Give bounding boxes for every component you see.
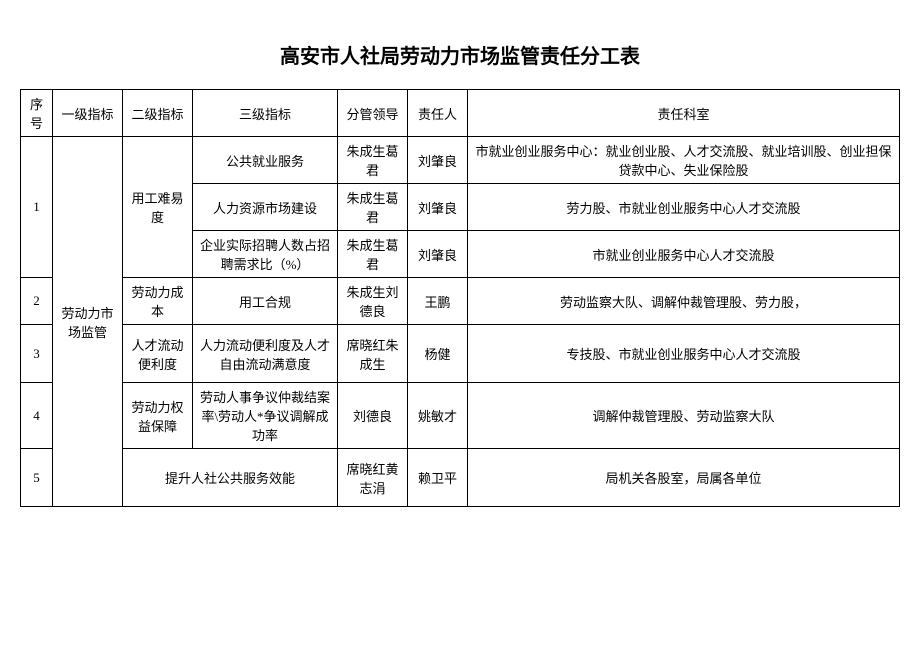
table-row: 3 人才流动便利度 人力流动便利度及人才自由流动满意度 席晓红朱成生 杨健 专技…: [21, 325, 900, 383]
responsibility-table: 序号 一级指标 二级指标 三级指标 分管领导 责任人 责任科室 1 劳动力市场监…: [20, 89, 900, 507]
cell-level1: 劳动力市场监管: [53, 137, 123, 507]
cell-level2: 劳动力权益保障: [123, 383, 193, 449]
cell-dept: 调解仲裁管理股、劳动监察大队: [468, 383, 900, 449]
cell-person: 刘肇良: [408, 137, 468, 184]
cell-leader: 朱成生葛君: [338, 137, 408, 184]
header-level3: 三级指标: [193, 90, 338, 137]
cell-level3: 人力流动便利度及人才自由流动满意度: [193, 325, 338, 383]
header-level1: 一级指标: [53, 90, 123, 137]
cell-level23-merged: 提升人社公共服务效能: [123, 449, 338, 507]
cell-leader: 席晓红黄志涓: [338, 449, 408, 507]
cell-leader: 朱成生葛君: [338, 184, 408, 231]
cell-leader: 朱成生刘德良: [338, 278, 408, 325]
cell-person: 刘肇良: [408, 184, 468, 231]
table-row: 2 劳动力成本 用工合规 朱成生刘德良 王鹏 劳动监察大队、调解仲裁管理股、劳力…: [21, 278, 900, 325]
cell-level3: 人力资源市场建设: [193, 184, 338, 231]
page-title: 高安市人社局劳动力市场监管责任分工表: [20, 40, 900, 69]
cell-leader: 朱成生葛君: [338, 231, 408, 278]
cell-dept: 局机关各股室，局属各单位: [468, 449, 900, 507]
header-level2: 二级指标: [123, 90, 193, 137]
cell-person: 刘肇良: [408, 231, 468, 278]
cell-person: 赖卫平: [408, 449, 468, 507]
cell-dept: 市就业创业服务中心人才交流股: [468, 231, 900, 278]
header-dept: 责任科室: [468, 90, 900, 137]
cell-level3: 用工合规: [193, 278, 338, 325]
table-header-row: 序号 一级指标 二级指标 三级指标 分管领导 责任人 责任科室: [21, 90, 900, 137]
header-leader: 分管领导: [338, 90, 408, 137]
cell-seq: 4: [21, 383, 53, 449]
cell-seq: 3: [21, 325, 53, 383]
cell-person: 姚敏才: [408, 383, 468, 449]
table-row: 5 提升人社公共服务效能 席晓红黄志涓 赖卫平 局机关各股室，局属各单位: [21, 449, 900, 507]
cell-dept: 市就业创业服务中心：就业创业股、人才交流股、就业培训股、创业担保贷款中心、失业保…: [468, 137, 900, 184]
cell-seq: 1: [21, 137, 53, 278]
cell-dept: 专技股、市就业创业服务中心人才交流股: [468, 325, 900, 383]
cell-level2: 用工难易度: [123, 137, 193, 278]
cell-dept: 劳动监察大队、调解仲裁管理股、劳力股，: [468, 278, 900, 325]
table-row: 1 劳动力市场监管 用工难易度 公共就业服务 朱成生葛君 刘肇良 市就业创业服务…: [21, 137, 900, 184]
cell-level2: 人才流动便利度: [123, 325, 193, 383]
cell-level2: 劳动力成本: [123, 278, 193, 325]
header-person: 责任人: [408, 90, 468, 137]
cell-person: 杨健: [408, 325, 468, 383]
cell-dept: 劳力股、市就业创业服务中心人才交流股: [468, 184, 900, 231]
table-row: 4 劳动力权益保障 劳动人事争议仲裁结案率\劳动人*争议调解成功率 刘德良 姚敏…: [21, 383, 900, 449]
cell-person: 王鹏: [408, 278, 468, 325]
cell-leader: 席晓红朱成生: [338, 325, 408, 383]
cell-seq: 5: [21, 449, 53, 507]
cell-seq: 2: [21, 278, 53, 325]
header-seq: 序号: [21, 90, 53, 137]
cell-level3: 劳动人事争议仲裁结案率\劳动人*争议调解成功率: [193, 383, 338, 449]
cell-leader: 刘德良: [338, 383, 408, 449]
cell-level3: 公共就业服务: [193, 137, 338, 184]
cell-level3: 企业实际招聘人数占招聘需求比（%）: [193, 231, 338, 278]
